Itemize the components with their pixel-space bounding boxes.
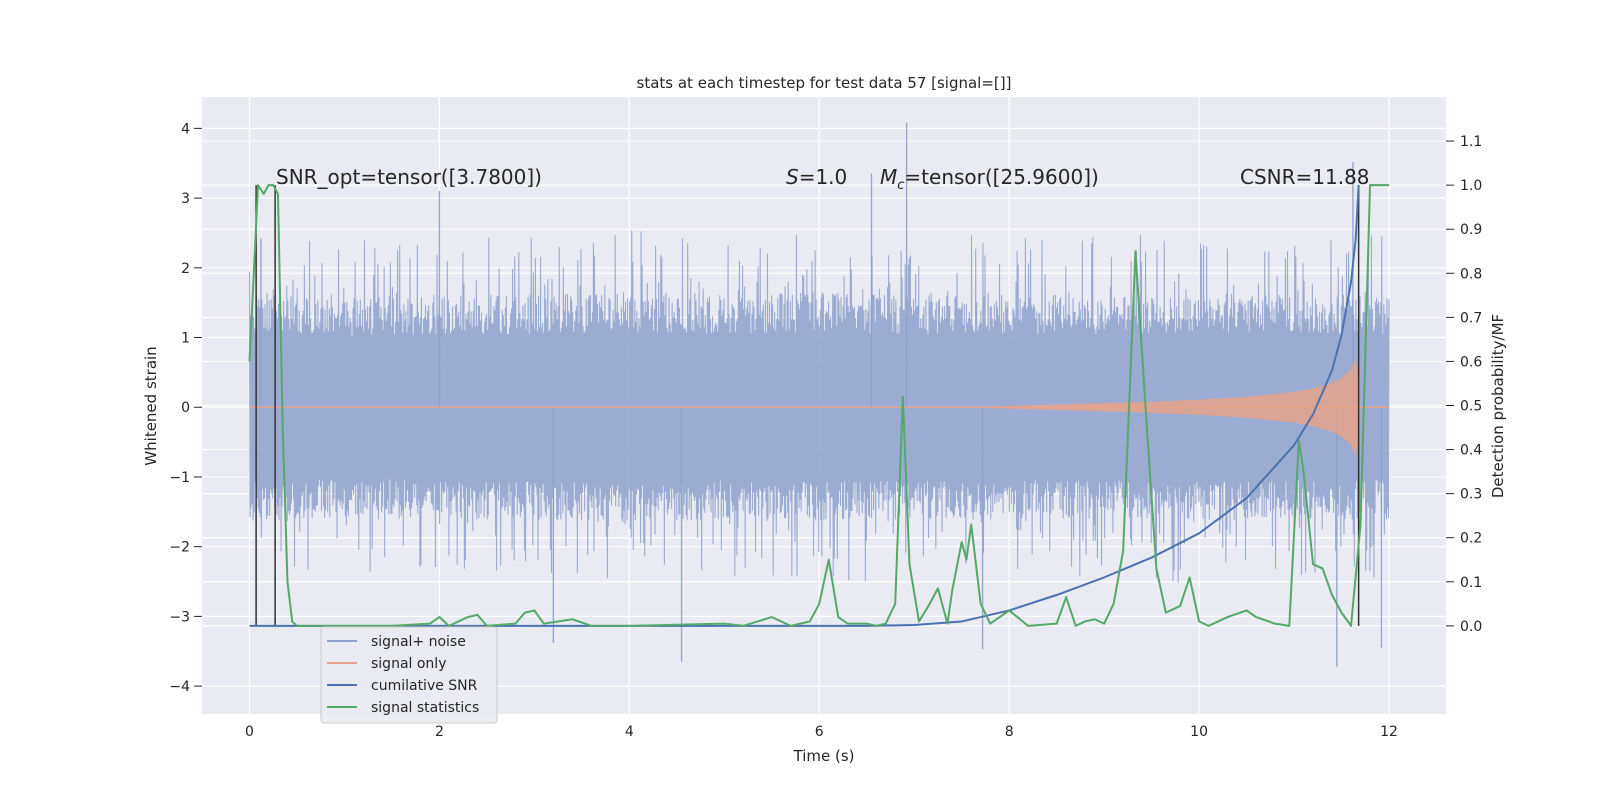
y-tick-label-left: −3 xyxy=(169,609,190,625)
x-axis-title: Time (s) xyxy=(793,747,855,765)
annotation-s: S=1.0 xyxy=(786,165,847,189)
y-tick-label-right: 1.0 xyxy=(1460,178,1482,194)
y-tick-label-left: −2 xyxy=(169,540,190,556)
y-tick-label-left: 3 xyxy=(181,191,190,207)
y-axis-title-left: Whitened strain xyxy=(142,346,160,465)
annotation-s-var: S xyxy=(786,165,799,189)
x-tick-label: 6 xyxy=(815,724,824,740)
y-tick-label-right: 0.2 xyxy=(1460,531,1482,547)
x-tick-label: 2 xyxy=(435,724,444,740)
annotation-snr-opt: SNR_opt=tensor([3.7800]) xyxy=(276,165,542,189)
annotation-mc-var: M xyxy=(880,165,897,189)
y-tick-label-left: −1 xyxy=(169,470,190,486)
y-tick-label-left: 4 xyxy=(181,121,190,137)
y-tick-label-right: 0.3 xyxy=(1460,487,1482,503)
series-signal-noise xyxy=(248,230,1390,583)
annotation-mc-sub: c xyxy=(897,178,904,193)
x-tick-label: 10 xyxy=(1190,724,1208,740)
y-tick-label-left: 0 xyxy=(181,400,190,416)
x-tick-label: 4 xyxy=(625,724,634,740)
x-tick-label: 8 xyxy=(1005,724,1014,740)
chart-title: stats at each timestep for test data 57 … xyxy=(637,74,1012,92)
x-tick-label: 12 xyxy=(1380,724,1398,740)
y-tick-label-right: 0.9 xyxy=(1460,222,1482,238)
legend-label: signal only xyxy=(371,656,446,672)
legend-label: cumilative SNR xyxy=(371,678,478,694)
y-tick-label-right: 0.4 xyxy=(1460,443,1482,459)
annotation-mc-val: =tensor([25.9600]) xyxy=(904,165,1098,189)
y-tick-label-right: 0.7 xyxy=(1460,310,1482,326)
y-tick-label-left: 1 xyxy=(181,331,190,347)
annotation-mc: Mc=tensor([25.9600]) xyxy=(880,165,1099,193)
y-tick-label-right: 0.5 xyxy=(1460,399,1482,415)
legend: signal+ noise signal only cumilative SNR si… xyxy=(320,626,498,724)
y-tick-label-left: 2 xyxy=(181,261,190,277)
annotation-s-val: =1.0 xyxy=(799,165,848,189)
y-tick-label-right: 0.1 xyxy=(1460,575,1482,591)
y-axis-title-right: Detection probability/MF xyxy=(1489,314,1507,498)
legend-label: signal+ noise xyxy=(371,634,466,650)
y-tick-label-left: −4 xyxy=(169,679,190,695)
y-tick-label-right: 0.6 xyxy=(1460,354,1482,370)
annotation-csnr: CSNR=11.88 xyxy=(1240,165,1370,189)
legend-box xyxy=(320,626,498,724)
series-signal-statistics xyxy=(248,184,1390,627)
y-tick-label-right: 1.1 xyxy=(1460,134,1482,150)
series-cumulative-snr xyxy=(249,185,1360,627)
y-tick-label-right: 0.8 xyxy=(1460,266,1482,282)
x-tick-label: 0 xyxy=(245,724,254,740)
legend-label: signal statistics xyxy=(371,700,479,716)
series-layer xyxy=(248,122,1390,667)
y-tick-label-right: 0.0 xyxy=(1460,619,1482,635)
ticks: 0 2 4 6 8 10 12−4−3−2−1012340.00.10.20.30.40.5… xyxy=(169,121,1482,740)
